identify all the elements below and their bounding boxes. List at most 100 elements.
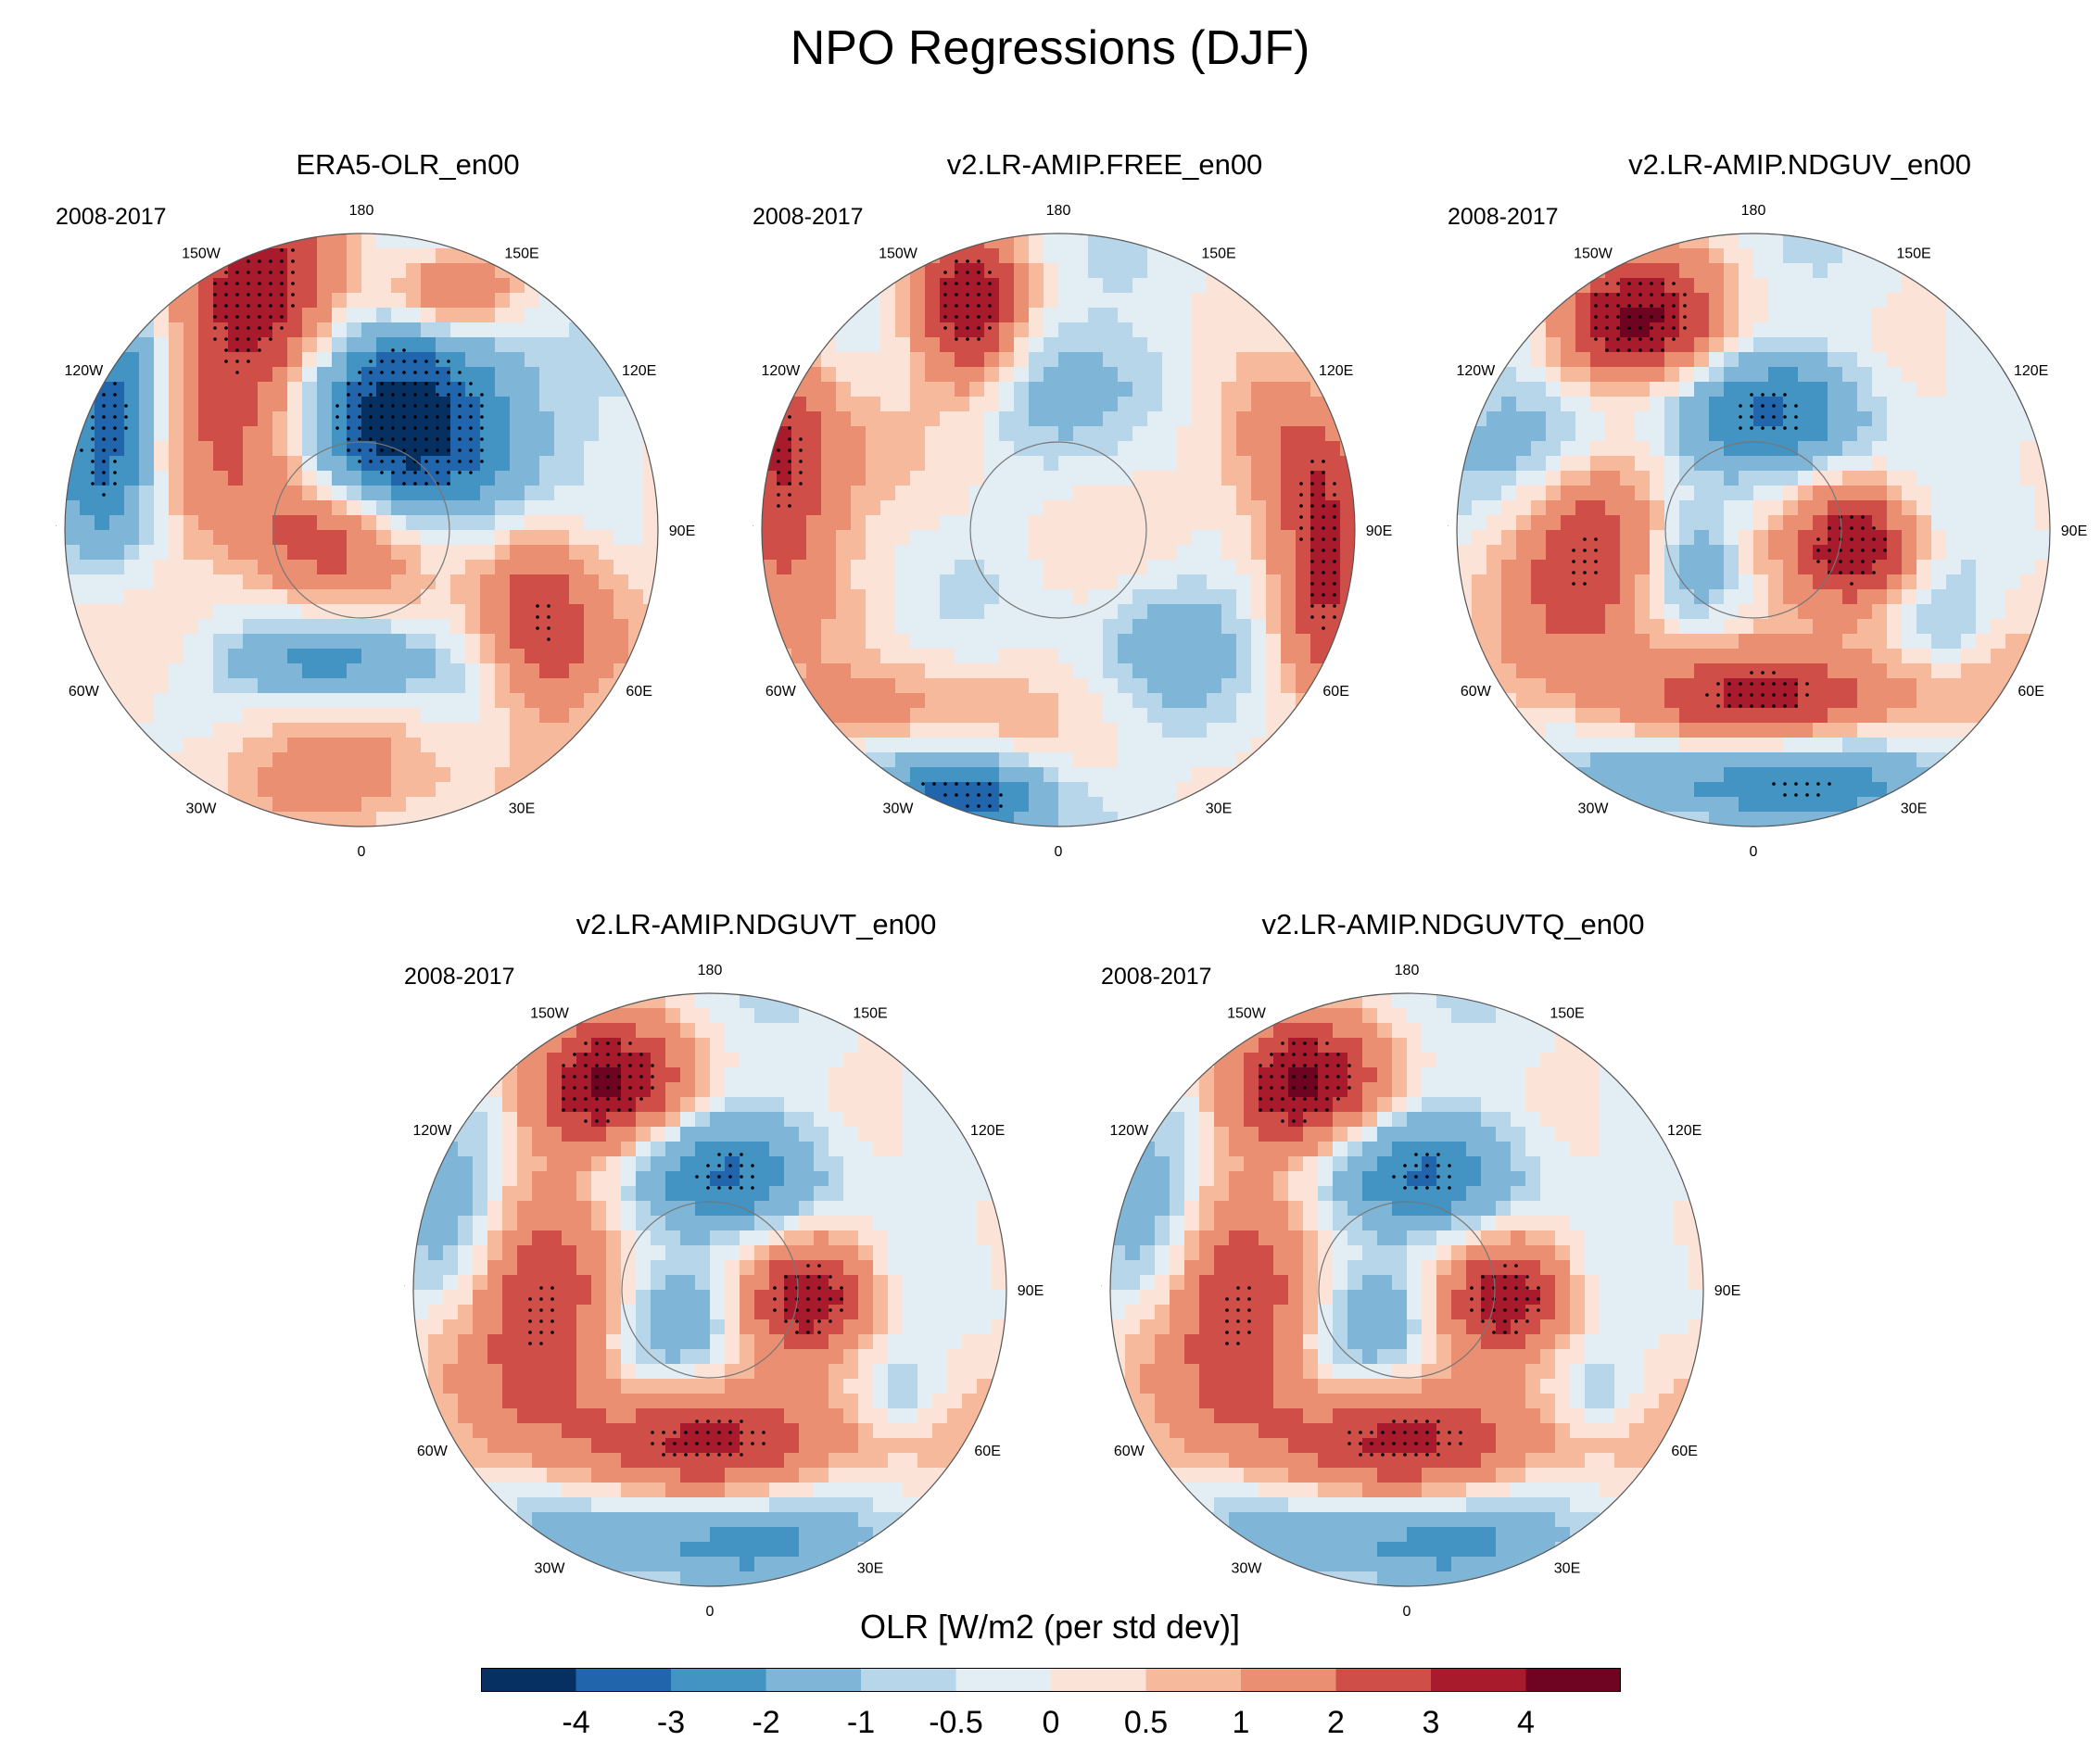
stipple-dot — [1303, 1064, 1307, 1067]
stipple-dot — [102, 426, 106, 430]
longitude-label: 0 — [706, 1604, 715, 1620]
stipple-dot — [113, 382, 117, 385]
stipple-dot — [402, 404, 406, 408]
stipple-dot — [550, 1331, 554, 1334]
stipple-dot — [706, 1431, 710, 1434]
stipple-dot — [1281, 1097, 1284, 1101]
stipple-dot — [788, 415, 791, 419]
longitude-label: 60W — [1114, 1444, 1145, 1459]
stipple-dot — [584, 1041, 588, 1045]
longitude-label: 90W — [1101, 1283, 1102, 1299]
stipple-dot — [806, 1286, 810, 1290]
stipple-dot — [1772, 426, 1776, 430]
polar-map: 180150E120E90E60E30E030W60W90W120W150W — [753, 203, 1392, 860]
stipple-dot — [113, 471, 117, 474]
stipple-dot — [573, 1064, 576, 1067]
stipple-dot — [247, 326, 250, 330]
stipple-dot — [1816, 782, 1820, 786]
stipple-dot — [1627, 315, 1631, 319]
longitude-label: 0 — [1403, 1604, 1411, 1620]
stipple-dot — [1783, 793, 1787, 797]
stipple-dot — [1448, 1164, 1451, 1167]
stipple-dot — [943, 282, 947, 285]
stipple-dot — [751, 1164, 754, 1167]
stipple-dot — [1816, 793, 1820, 797]
stipple-dot — [458, 371, 462, 374]
stipple-dot — [369, 460, 373, 463]
stipple-dot — [1303, 1041, 1307, 1045]
stipple-dot — [1314, 1108, 1318, 1112]
stipple-dot — [280, 326, 284, 330]
stipple-dot — [1359, 1431, 1362, 1434]
stipple-dot — [1259, 1075, 1262, 1079]
stipple-dot — [1303, 1097, 1307, 1101]
stipple-dot — [1448, 1186, 1451, 1190]
stipple-dot — [247, 360, 250, 363]
stipple-dot — [1650, 304, 1653, 308]
stipple-dot — [469, 393, 473, 397]
stipple-dot — [458, 382, 462, 385]
stipple-dot — [717, 1175, 721, 1179]
stipple-dot — [1605, 282, 1609, 285]
stipple-dot — [424, 437, 428, 441]
stipple-dot — [1299, 504, 1303, 508]
stipple-dot — [247, 259, 250, 263]
stipple-dot — [380, 471, 384, 474]
stipple-dot — [1705, 693, 1709, 697]
stipple-dot — [1333, 571, 1336, 574]
stipple-dot — [539, 1342, 543, 1345]
stipple-dot — [799, 448, 803, 452]
period-label: 2008-2017 — [56, 204, 167, 230]
stipple-dot — [413, 382, 417, 385]
stipple-dot — [1872, 571, 1876, 574]
stipple-dot — [1605, 304, 1609, 308]
stipple-dot — [1828, 526, 1831, 530]
stipple-dot — [424, 371, 428, 374]
stipple-dot — [1650, 326, 1653, 330]
stipple-dot — [562, 1075, 565, 1079]
stipple-dot — [335, 426, 339, 430]
stipple-dot — [684, 1442, 688, 1445]
colorbar-tick-label: -1 — [847, 1705, 875, 1740]
stipple-dot — [584, 1075, 588, 1079]
longitude-label: 30W — [1578, 801, 1610, 817]
stipple-dot — [1594, 326, 1598, 330]
stipple-dot — [628, 1086, 632, 1090]
stipple-dot — [777, 471, 780, 474]
stipple-dot — [651, 1431, 654, 1434]
stipple-dot — [1514, 1331, 1518, 1334]
stipple-dot — [1739, 693, 1742, 697]
stipple-dot — [469, 415, 473, 419]
stipple-dot — [617, 1075, 621, 1079]
stipple-dot — [628, 1041, 632, 1045]
stipple-dot — [628, 1108, 632, 1112]
stipple-dot — [258, 315, 261, 319]
stipple-dot — [784, 1297, 788, 1301]
stipple-dot — [1270, 1086, 1273, 1090]
stipple-dot — [706, 1175, 710, 1179]
stipple-dot — [424, 393, 428, 397]
stipple-dot — [606, 1086, 610, 1090]
stipple-dot — [1414, 1186, 1418, 1190]
stipple-dot — [1750, 704, 1753, 708]
stipple-dot — [1347, 1086, 1351, 1090]
stipple-dot — [1314, 1097, 1318, 1101]
longitude-label: 90E — [669, 524, 695, 539]
stipple-dot — [1325, 1064, 1329, 1067]
stipple-dot — [1583, 582, 1587, 586]
stipple-dot — [258, 326, 261, 330]
stipple-dot — [269, 271, 272, 274]
stipple-dot — [584, 1086, 588, 1090]
stipple-dot — [1403, 1164, 1407, 1167]
stipple-dot — [91, 460, 95, 463]
stipple-dot — [1333, 515, 1336, 519]
stipple-dot — [1322, 482, 1325, 486]
stipple-dot — [728, 1153, 732, 1156]
longitude-label: 30W — [1232, 1561, 1263, 1577]
stipple-dot — [806, 1297, 810, 1301]
stipple-dot — [706, 1420, 710, 1423]
stipple-dot — [1299, 482, 1303, 486]
stipple-dot — [102, 393, 106, 397]
stipple-dot — [1661, 348, 1664, 352]
stipple-dot — [1470, 1308, 1474, 1312]
